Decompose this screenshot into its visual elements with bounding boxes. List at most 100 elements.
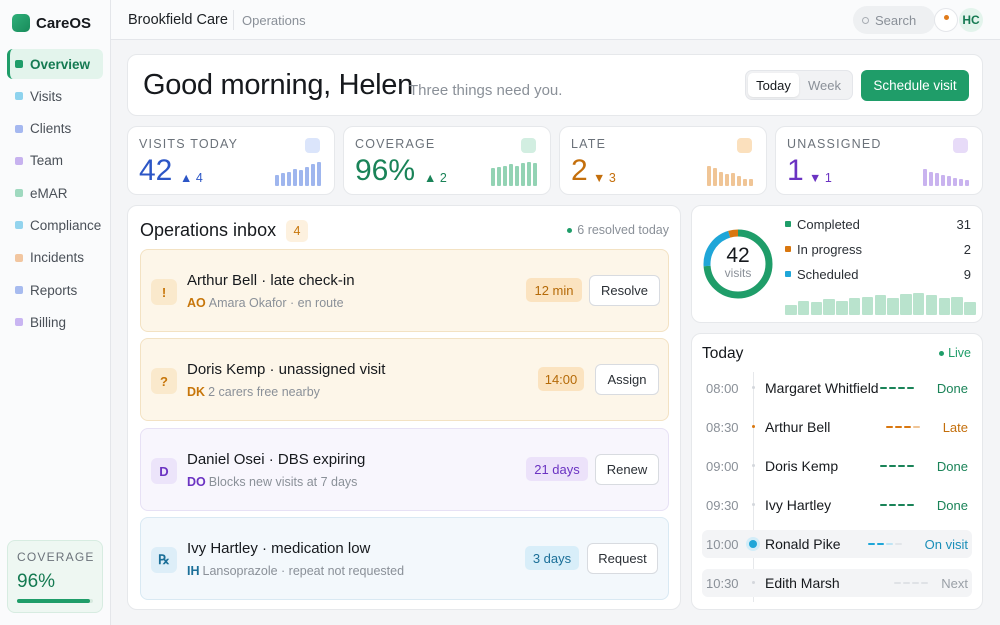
visit-progress	[886, 426, 920, 428]
visit-progress	[880, 387, 914, 389]
spark-bar	[959, 178, 963, 186]
spark-bar	[509, 164, 513, 186]
renew-button[interactable]: Renew	[595, 454, 659, 485]
visit-status: Next	[941, 576, 968, 591]
live-text: Live	[948, 346, 971, 360]
sidebar-item-emar[interactable]: eMAR	[7, 178, 103, 208]
spark-bar	[527, 162, 531, 186]
progress-segment	[921, 582, 928, 584]
spark-bar	[533, 163, 537, 186]
sidebar-item-compliance[interactable]: Compliance	[7, 210, 103, 240]
spark-bar	[953, 177, 957, 186]
legend-scheduled: Scheduled 9	[785, 265, 971, 283]
visit-time: 10:30	[706, 576, 739, 591]
spark-bar	[823, 298, 835, 315]
resolve-button[interactable]: Resolve	[589, 275, 660, 306]
stat-value: 96%	[355, 154, 416, 187]
timeline-dot-icon	[752, 425, 755, 428]
schedule-row[interactable]: 09:30 Ivy Hartley Done	[702, 491, 972, 519]
avatar[interactable]: HC	[959, 8, 983, 32]
schedule-row[interactable]: 10:30 Edith Marsh Next	[702, 569, 972, 597]
schedule-row[interactable]: 09:00 Doris Kemp Done	[702, 452, 972, 480]
inbox-count-badge: 4	[286, 220, 308, 242]
stat-value: 1	[787, 154, 804, 187]
search-input[interactable]: Search	[853, 6, 935, 34]
schedule-row[interactable]: 08:30 Arthur Bell Late	[702, 413, 972, 441]
schedule-visit-button[interactable]: Schedule visit	[861, 70, 969, 101]
sidebar-item-visits[interactable]: Visits	[7, 81, 103, 111]
spark-bar	[305, 166, 309, 186]
sidebar-nav: Overview Visits Clients Team eMAR Compliance I…	[7, 49, 103, 340]
legend-swatch-icon	[785, 221, 791, 227]
sidebar-item-incidents[interactable]: Incidents	[7, 243, 103, 273]
incidents-icon	[15, 253, 23, 262]
sidebar-item-overview[interactable]: Overview	[7, 49, 103, 79]
legend-completed: Completed 31	[785, 215, 971, 233]
client-name: Ivy Hartley	[765, 497, 832, 513]
sidebar-item-label: Billing	[30, 314, 67, 330]
carer-initials: AO	[187, 296, 206, 310]
stat-value: 42	[139, 154, 173, 187]
spark-bar	[923, 169, 927, 186]
inbox-item-title: Daniel Osei · DBS expiring	[187, 451, 366, 468]
visit-status: Done	[936, 498, 968, 513]
legend-label: In progress	[797, 241, 863, 257]
brand[interactable]: CareOS	[12, 14, 91, 32]
operations-inbox: Operations inbox 4 6 resolved today ! Art…	[127, 205, 681, 610]
stat-delta: ▼ 1	[809, 171, 832, 185]
legend-in-progress: In progress 2	[785, 240, 971, 258]
range-week-tab[interactable]: Week	[808, 77, 841, 93]
donut-total: 42	[726, 244, 750, 267]
spark-bar	[515, 165, 519, 186]
reports-icon	[15, 286, 23, 295]
visits-donut-chart	[703, 229, 773, 299]
visits-sparkline	[785, 292, 976, 315]
stat-badge-icon	[305, 138, 320, 153]
visit-status: Done	[936, 381, 968, 396]
spark-bar	[941, 175, 945, 186]
emar-icon	[15, 189, 23, 198]
visit-time: 09:00	[706, 459, 739, 474]
assign-button[interactable]: Assign	[595, 364, 659, 395]
timeline-dot-icon	[749, 540, 757, 548]
sidebar-coverage-bar-fill	[17, 599, 90, 603]
sidebar-item-reports[interactable]: Reports	[7, 275, 103, 305]
progress-segment	[912, 582, 919, 584]
sidebar-item-billing[interactable]: Billing	[7, 307, 103, 337]
org-name[interactable]: Brookfield Care	[128, 12, 228, 28]
legend-value: 31	[956, 216, 971, 232]
inbox-item: ? Doris Kemp · unassigned visit DK 2 carers…	[140, 338, 669, 421]
client-name: Margaret Whitfield	[765, 380, 879, 396]
inbox-item-due-badge: 21 days	[526, 457, 588, 481]
schedule-row[interactable]: 10:00 Ronald Pike On visit	[702, 530, 972, 558]
stat-delta: ▲ 2	[424, 171, 447, 185]
request-button[interactable]: Request	[587, 543, 658, 574]
stat-delta: ▲ 4	[180, 171, 203, 185]
sidebar-item-team[interactable]: Team	[7, 146, 103, 176]
spark-bar	[874, 295, 887, 315]
spark-bar	[900, 294, 912, 315]
visit-status: On visit	[924, 537, 968, 552]
spark-bar	[797, 301, 810, 315]
schedule-row[interactable]: 08:00 Margaret Whitfield Done	[702, 374, 972, 402]
legend-swatch-icon	[785, 246, 791, 252]
sidebar-item-clients[interactable]: Clients	[7, 114, 103, 144]
spark-bar	[861, 296, 874, 315]
legend-value: 9	[963, 266, 971, 282]
range-today-tab[interactable]: Today	[748, 73, 799, 97]
search-icon	[862, 16, 869, 24]
spark-bar	[965, 180, 969, 186]
progress-segment	[886, 543, 893, 545]
inbox-item-detail: 2 carers free nearby	[208, 385, 320, 399]
visit-time: 08:00	[706, 381, 739, 396]
client-name: Arthur Bell	[765, 419, 831, 435]
inbox-item: ℞ Ivy Hartley · medication low IH Lansopraz…	[140, 517, 669, 600]
donut-slice-scheduled	[703, 229, 773, 299]
breadcrumb[interactable]: Operations	[242, 13, 306, 28]
legend-label: Scheduled	[797, 266, 859, 282]
visit-progress	[868, 543, 902, 545]
inbox-item: ! Arthur Bell · late check-in AO Amara Okaf…	[140, 249, 669, 332]
spark-bar	[938, 297, 951, 315]
notification-bell-icon[interactable]	[934, 8, 958, 32]
progress-segment	[894, 582, 901, 584]
